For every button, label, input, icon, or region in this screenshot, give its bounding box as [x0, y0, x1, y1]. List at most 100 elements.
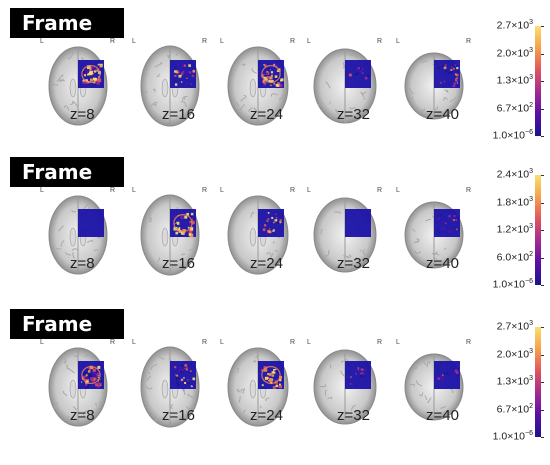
brain-slice-image — [404, 353, 464, 421]
orientation-left-label: L — [132, 38, 136, 45]
colorbar-tick-label: 2.4×103 — [477, 168, 533, 181]
z-slice-label: z=24 — [250, 106, 283, 123]
orientation-left-label: L — [220, 187, 224, 194]
tick-exponent: 2 — [529, 250, 533, 258]
brain-slice-image — [140, 194, 200, 276]
tick-mantissa: 6.7×10 — [496, 403, 530, 415]
tick-exponent: 3 — [529, 46, 533, 54]
colorbar-tick-label: 6.7×102 — [477, 102, 533, 115]
colorbar-tick-label: 2.7×103 — [477, 320, 533, 333]
z-slice-label: z=16 — [162, 106, 195, 123]
colorbar-tick-label: 2.0×103 — [477, 47, 533, 60]
tick-mantissa: 1.3×10 — [496, 74, 530, 87]
brain-slice-image — [140, 45, 200, 127]
tick-exponent: 3 — [529, 320, 533, 327]
tick-mantissa: 1.0×10 — [492, 430, 526, 443]
tick-mantissa: 2.7×10 — [496, 320, 530, 333]
orientation-right-label: R — [110, 339, 116, 346]
brain-slice-image — [48, 347, 108, 427]
colorbar-tick-label: 1.2×103 — [477, 223, 533, 236]
colorbar-tick-label: 2.0×103 — [477, 348, 533, 361]
colorbar-tick-mark — [541, 202, 544, 204]
colorbar-tick-mark — [541, 230, 544, 231]
z-slice-label: z=40 — [426, 106, 459, 123]
activity-overlay — [345, 60, 371, 88]
brain-slice-image — [404, 201, 464, 269]
orientation-left-label: L — [220, 38, 224, 45]
tick-mantissa: 6.7×10 — [496, 102, 530, 114]
brain-slice-image — [313, 197, 377, 273]
tick-mantissa: 1.2×10 — [496, 223, 530, 236]
brain-slice-image — [227, 347, 289, 427]
orientation-right-label: R — [466, 339, 472, 346]
tick-exponent: 3 — [529, 74, 533, 81]
tick-mantissa: 2.7×10 — [496, 19, 530, 32]
orientation-right-label: R — [290, 339, 296, 346]
tick-exponent: 3 — [529, 19, 533, 26]
colorbar-tick-label: 1.0×10−6 — [477, 430, 533, 443]
tick-exponent: −6 — [525, 129, 533, 136]
colorbar-tick-label: 1.8×103 — [477, 196, 533, 209]
tick-exponent: 2 — [529, 101, 533, 109]
activity-overlay — [345, 361, 371, 389]
colorbar-tick-mark — [541, 285, 544, 286]
tick-exponent: 3 — [529, 223, 533, 230]
colorbar — [535, 26, 541, 136]
brain-slice-image — [48, 46, 108, 126]
colorbar-tick-label: 1.0×10−6 — [477, 129, 533, 142]
activity-overlay — [434, 361, 460, 389]
colorbar-tick-mark — [541, 437, 544, 438]
z-slice-label: z=32 — [337, 106, 370, 123]
colorbar — [535, 327, 541, 437]
z-slice-label: z=32 — [337, 255, 370, 272]
orientation-left-label: L — [132, 187, 136, 194]
tick-exponent: 3 — [529, 375, 533, 382]
orientation-left-label: L — [396, 187, 400, 194]
orientation-right-label: R — [202, 339, 208, 346]
colorbar-tick-mark — [541, 175, 544, 176]
z-slice-label: z=40 — [426, 407, 459, 424]
orientation-right-label: R — [377, 187, 383, 194]
activity-overlay — [434, 209, 460, 237]
orientation-right-label: R — [377, 339, 383, 346]
orientation-left-label: L — [307, 38, 311, 45]
orientation-left-label: L — [307, 187, 311, 194]
orientation-right-label: R — [110, 38, 116, 45]
activity-overlay — [78, 209, 104, 237]
z-slice-label: z=24 — [250, 255, 283, 272]
orientation-left-label: L — [132, 339, 136, 346]
orientation-left-label: L — [40, 339, 44, 346]
brain-slice-image — [404, 52, 464, 120]
orientation-right-label: R — [466, 38, 472, 45]
orientation-right-label: R — [202, 38, 208, 45]
orientation-left-label: L — [40, 38, 44, 45]
colorbar-tick-mark — [541, 354, 544, 356]
brain-slice-image — [140, 346, 200, 428]
frame-title: Frame 70 — [10, 157, 124, 214]
tick-mantissa: 6.0×10 — [496, 251, 530, 263]
tick-exponent: −6 — [525, 430, 533, 437]
colorbar-tick-mark — [541, 409, 544, 411]
colorbar — [535, 175, 541, 285]
z-slice-label: z=32 — [337, 407, 370, 424]
z-slice-label: z=16 — [162, 407, 195, 424]
tick-exponent: −6 — [525, 278, 533, 285]
tick-exponent: 3 — [529, 347, 533, 355]
frame-title: Frame 120 — [10, 309, 124, 366]
orientation-right-label: R — [290, 38, 296, 45]
tick-mantissa: 1.0×10 — [492, 278, 526, 291]
orientation-left-label: L — [396, 38, 400, 45]
orientation-left-label: L — [307, 339, 311, 346]
colorbar-tick-label: 6.0×102 — [477, 251, 533, 264]
